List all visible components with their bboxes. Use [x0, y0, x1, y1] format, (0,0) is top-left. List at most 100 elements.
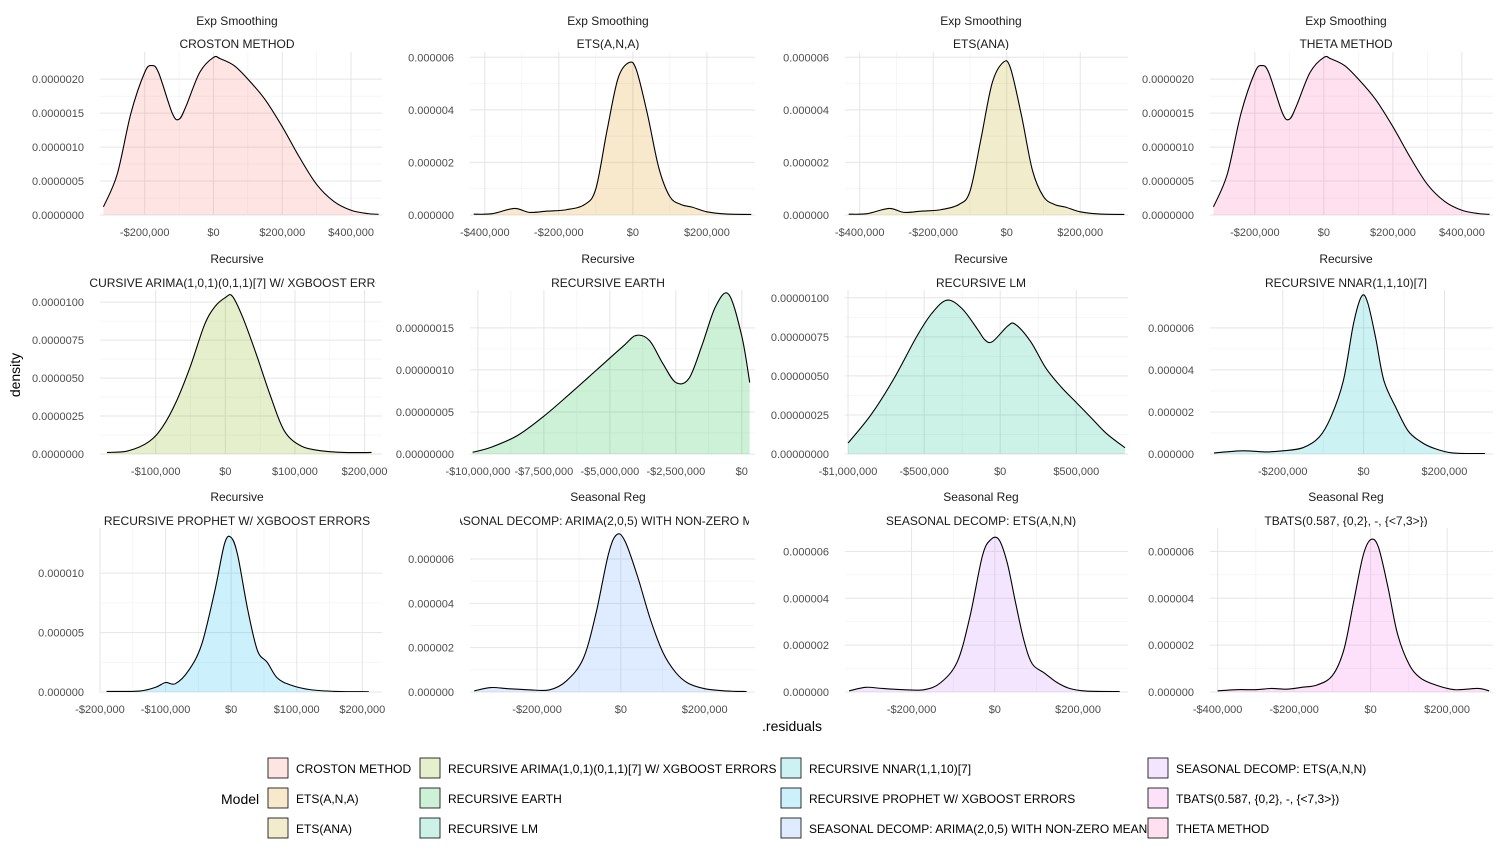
y-tick-label: 0.000002: [1148, 640, 1194, 652]
x-tick-label: $0: [989, 704, 1001, 716]
x-tick-label: -$400,000: [460, 227, 510, 239]
strip-label-model: RECURSIVE PROPHET W/ XGBOOST ERRORS: [104, 514, 370, 528]
y-tick-label: 0.000002: [408, 157, 454, 169]
y-tick-label: 0.000002: [783, 157, 829, 169]
legend-label: ETS(ANA): [296, 822, 352, 836]
x-tick-label: -$200,000: [1269, 704, 1319, 716]
y-tick-label: 0.00000050: [771, 371, 829, 383]
legend-item: CROSTON METHOD: [267, 757, 411, 779]
x-tick-label: $500,000: [1053, 466, 1099, 478]
density-area: [848, 60, 1125, 215]
density-area: [103, 56, 379, 215]
y-tick-label: 0.0000025: [32, 411, 84, 423]
y-tick-label: 0.00000000: [771, 449, 829, 461]
strip-label-model: TBATS(0.587, {0,2}, -, {<7,3>}): [1264, 514, 1427, 528]
legend-key: [1147, 757, 1169, 779]
panel: -$400,000 -$200,000 $0 $200,000 0.000000 0.00…: [783, 14, 1128, 239]
panel: -$1,000,000 -$500,000 $0 $500,000 0.00000000…: [771, 252, 1128, 478]
y-tick-label: 0.00000000: [396, 449, 454, 461]
y-tick-label: 0.0000015: [1142, 108, 1194, 120]
strip-label-model: RECURSIVE LM: [936, 276, 1026, 290]
x-axis-title: .residuals: [762, 718, 822, 734]
density-line: [849, 536, 1120, 692]
y-tick-label: 0.000000: [783, 687, 829, 699]
legend-key: [1147, 817, 1169, 839]
legend-key: [419, 817, 441, 839]
strip-label-model: ETS(A,N,A): [577, 37, 640, 51]
x-tick-label: $200,000: [1422, 466, 1468, 478]
y-tick-label: 0.000000: [38, 687, 84, 699]
panel: -$200,000 $0 $200,000 0.000000 0.000002 0.000…: [783, 490, 1128, 716]
y-tick-label: 0.000004: [783, 105, 829, 117]
x-tick-label: $0: [225, 704, 237, 716]
legend-title: Model: [221, 791, 259, 807]
y-tick-label: 0.000006: [1148, 546, 1194, 558]
y-tick-label: 0.000000: [408, 687, 454, 699]
x-tick-label: -$7,500,000: [515, 466, 574, 478]
x-tick-label: -$200,000: [120, 227, 170, 239]
legend-key: [780, 817, 802, 839]
x-tick-label: $0: [615, 704, 627, 716]
y-tick-label: 0.000002: [783, 640, 829, 652]
density-line: [848, 60, 1125, 215]
density-line: [847, 299, 1126, 449]
y-tick-label: 0.0000010: [32, 142, 84, 154]
strip-label-group: Seasonal Reg: [1308, 490, 1383, 504]
legend-item: TBATS(0.587, {0,2}, -, {<7,3>}): [1147, 787, 1339, 809]
y-tick-label: 0.000006: [408, 52, 454, 64]
legend-label: THETA METHOD: [1176, 822, 1269, 836]
x-tick-label: -$200,000: [908, 227, 958, 239]
x-tick-label: $200,000: [684, 227, 730, 239]
y-tick-label: 0.0000000: [32, 449, 84, 461]
y-tick-label: 0.0000050: [32, 373, 84, 385]
y-axis-title: density: [7, 353, 23, 397]
x-tick-label: $0: [736, 466, 748, 478]
legend-item: RECURSIVE EARTH: [419, 787, 562, 809]
y-tick-label: 0.0000020: [1142, 74, 1194, 86]
legend-item: RECURSIVE LM: [419, 817, 538, 839]
y-tick-label: 0.0000000: [32, 210, 84, 222]
y-tick-label: 0.000002: [408, 643, 454, 655]
x-tick-label: $100,000: [274, 704, 320, 716]
x-tick-label: -$1,000,000: [819, 466, 878, 478]
legend-label: ETS(A,N,A): [296, 792, 359, 806]
panel: -$100,000 $0 $100,000 $200,000 0.0000000 0.00…: [32, 252, 388, 478]
y-tick-label: 0.0000010: [1142, 142, 1194, 154]
y-tick-label: 0.00000100: [771, 293, 829, 305]
legend-label: RECURSIVE PROPHET W/ XGBOOST ERRORS: [809, 792, 1075, 806]
density-area: [474, 533, 747, 692]
y-tick-label: 0.000000: [783, 210, 829, 222]
strip-label-group: Exp Smoothing: [567, 14, 648, 28]
legend-label: SEASONAL DECOMP: ETS(A,N,N): [1176, 762, 1366, 776]
strip-label-group: Exp Smoothing: [196, 14, 277, 28]
y-tick-label: 0.00000025: [771, 410, 829, 422]
strip-label-group: Recursive: [210, 252, 264, 266]
x-tick-label: -$200,000: [75, 704, 125, 716]
y-tick-label: 0.000006: [408, 554, 454, 566]
density-line: [1212, 55, 1490, 215]
x-tick-label: $0: [219, 466, 231, 478]
x-tick-label: $0: [1358, 466, 1370, 478]
x-tick-label: $400,000: [1439, 227, 1485, 239]
x-tick-label: $0: [627, 227, 639, 239]
x-tick-label: -$400,000: [1193, 704, 1243, 716]
y-tick-label: 0.000002: [1148, 407, 1194, 419]
density-line: [1217, 538, 1490, 692]
panel: -$200,000 $0 $200,000 $400,000 0.0000000 0.00…: [1142, 14, 1493, 239]
strip-label-model: RECURSIVE EARTH: [551, 276, 665, 290]
x-tick-label: $200,000: [682, 704, 728, 716]
strip-label-group: Exp Smoothing: [1305, 14, 1386, 28]
y-tick-label: 0.000004: [783, 593, 829, 605]
y-tick-label: 0.000000: [1148, 687, 1194, 699]
x-tick-label: $400,000: [328, 227, 374, 239]
y-tick-label: 0.000010: [38, 568, 84, 580]
strip-label-group: Exp Smoothing: [940, 14, 1021, 28]
panels-layer: -$200,000 $0 $200,000 $400,000 0.0000000 0.00…: [32, 14, 1493, 716]
legend-label: RECURSIVE LM: [448, 822, 538, 836]
legend-key: [419, 757, 441, 779]
x-tick-label: -$2,500,000: [646, 466, 705, 478]
strip-label-group: Recursive: [581, 252, 635, 266]
y-tick-label: 0.000004: [408, 105, 454, 117]
y-tick-label: 0.000000: [1148, 449, 1194, 461]
